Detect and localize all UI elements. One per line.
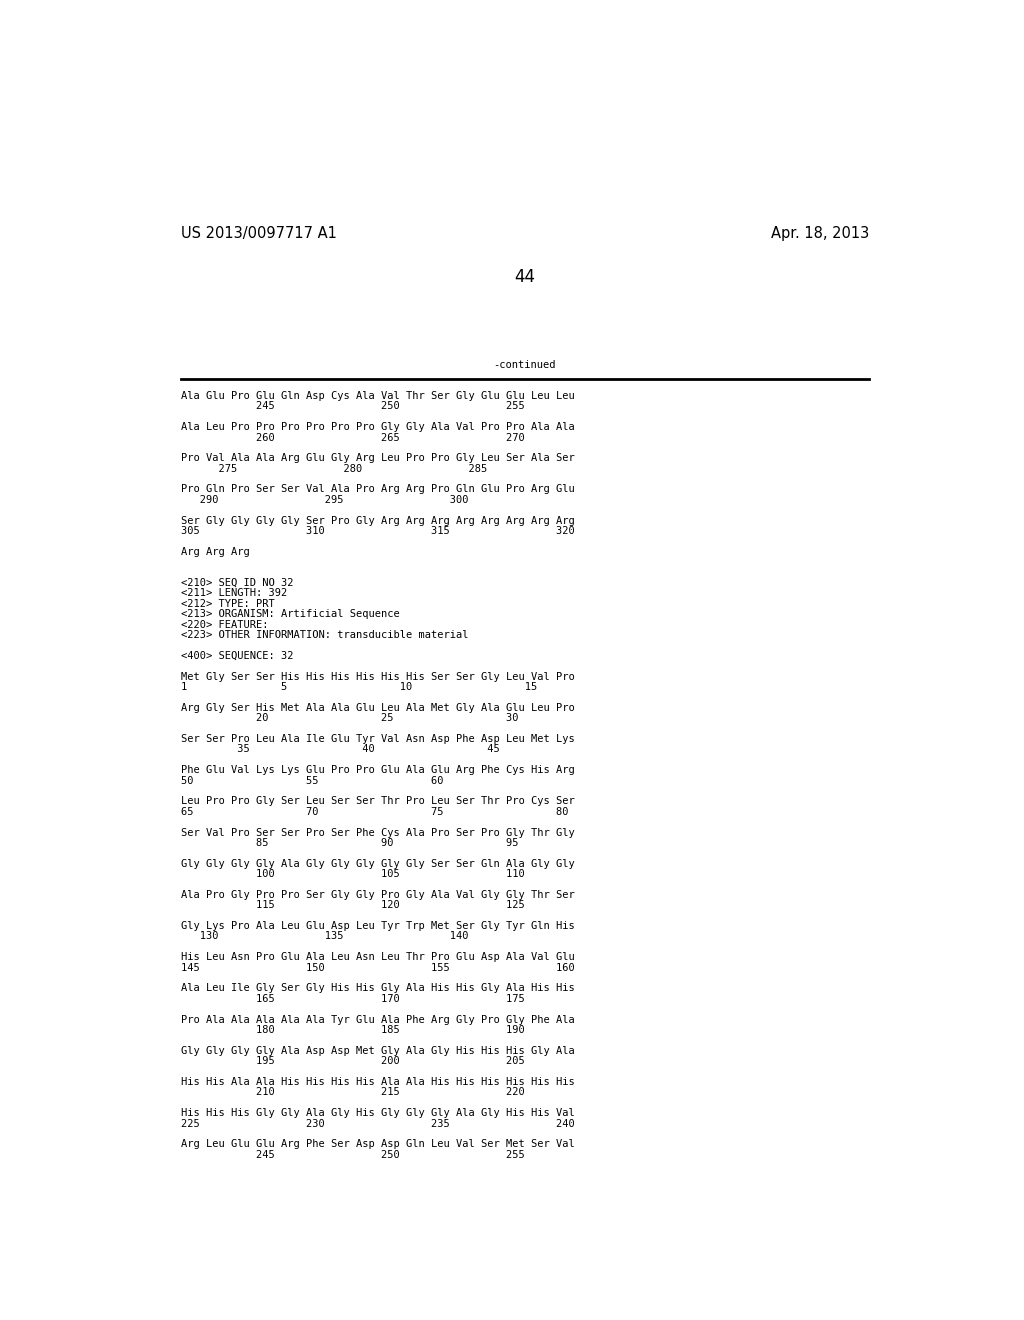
Text: Arg Gly Ser His Met Ala Ala Glu Leu Ala Met Gly Ala Glu Leu Pro: Arg Gly Ser His Met Ala Ala Glu Leu Ala … (180, 702, 574, 713)
Text: US 2013/0097717 A1: US 2013/0097717 A1 (180, 226, 337, 242)
Text: Apr. 18, 2013: Apr. 18, 2013 (771, 226, 869, 242)
Text: 85                  90                  95: 85 90 95 (180, 838, 518, 847)
Text: Gly Gly Gly Gly Ala Gly Gly Gly Gly Gly Ser Ser Gln Ala Gly Gly: Gly Gly Gly Gly Ala Gly Gly Gly Gly Gly … (180, 859, 574, 869)
Text: Gly Gly Gly Gly Ala Asp Asp Met Gly Ala Gly His His His Gly Ala: Gly Gly Gly Gly Ala Asp Asp Met Gly Ala … (180, 1045, 574, 1056)
Text: Ala Glu Pro Glu Gln Asp Cys Ala Val Thr Ser Gly Glu Glu Leu Leu: Ala Glu Pro Glu Gln Asp Cys Ala Val Thr … (180, 391, 574, 401)
Text: 115                 120                 125: 115 120 125 (180, 900, 524, 911)
Text: 195                 200                 205: 195 200 205 (180, 1056, 524, 1067)
Text: Pro Gln Pro Ser Ser Val Ala Pro Arg Arg Pro Gln Glu Pro Arg Glu: Pro Gln Pro Ser Ser Val Ala Pro Arg Arg … (180, 484, 574, 495)
Text: 305                 310                 315                 320: 305 310 315 320 (180, 527, 574, 536)
Text: 245                 250                 255: 245 250 255 (180, 1150, 524, 1160)
Text: 165                 170                 175: 165 170 175 (180, 994, 524, 1003)
Text: <213> ORGANISM: Artificial Sequence: <213> ORGANISM: Artificial Sequence (180, 610, 399, 619)
Text: 245                 250                 255: 245 250 255 (180, 401, 524, 412)
Text: Phe Glu Val Lys Lys Glu Pro Pro Glu Ala Glu Arg Phe Cys His Arg: Phe Glu Val Lys Lys Glu Pro Pro Glu Ala … (180, 766, 574, 775)
Text: 180                 185                 190: 180 185 190 (180, 1026, 524, 1035)
Text: 145                 150                 155                 160: 145 150 155 160 (180, 962, 574, 973)
Text: <223> OTHER INFORMATION: transducible material: <223> OTHER INFORMATION: transducible ma… (180, 630, 468, 640)
Text: His Leu Asn Pro Glu Ala Leu Asn Leu Thr Pro Glu Asp Ala Val Glu: His Leu Asn Pro Glu Ala Leu Asn Leu Thr … (180, 952, 574, 962)
Text: Pro Val Ala Ala Arg Glu Gly Arg Leu Pro Pro Gly Leu Ser Ala Ser: Pro Val Ala Ala Arg Glu Gly Arg Leu Pro … (180, 453, 574, 463)
Text: 210                 215                 220: 210 215 220 (180, 1088, 524, 1097)
Text: Gly Lys Pro Ala Leu Glu Asp Leu Tyr Trp Met Ser Gly Tyr Gln His: Gly Lys Pro Ala Leu Glu Asp Leu Tyr Trp … (180, 921, 574, 931)
Text: 100                 105                 110: 100 105 110 (180, 869, 524, 879)
Text: Ala Pro Gly Pro Pro Ser Gly Gly Pro Gly Ala Val Gly Gly Thr Ser: Ala Pro Gly Pro Pro Ser Gly Gly Pro Gly … (180, 890, 574, 900)
Text: -continued: -continued (494, 360, 556, 370)
Text: 225                 230                 235                 240: 225 230 235 240 (180, 1118, 574, 1129)
Text: 35                  40                  45: 35 40 45 (180, 744, 500, 754)
Text: Arg Arg Arg: Arg Arg Arg (180, 546, 250, 557)
Text: 130                 135                 140: 130 135 140 (180, 932, 468, 941)
Text: 260                 265                 270: 260 265 270 (180, 433, 524, 442)
Text: <210> SEQ ID NO 32: <210> SEQ ID NO 32 (180, 578, 293, 587)
Text: 275                 280                 285: 275 280 285 (180, 463, 487, 474)
Text: 1               5                  10                  15: 1 5 10 15 (180, 682, 537, 692)
Text: Arg Leu Glu Glu Arg Phe Ser Asp Asp Gln Leu Val Ser Met Ser Val: Arg Leu Glu Glu Arg Phe Ser Asp Asp Gln … (180, 1139, 574, 1150)
Text: <211> LENGTH: 392: <211> LENGTH: 392 (180, 589, 287, 598)
Text: 290                 295                 300: 290 295 300 (180, 495, 468, 504)
Text: 65                  70                  75                  80: 65 70 75 80 (180, 807, 568, 817)
Text: Ala Leu Ile Gly Ser Gly His His Gly Ala His His Gly Ala His His: Ala Leu Ile Gly Ser Gly His His Gly Ala … (180, 983, 574, 994)
Text: Met Gly Ser Ser His His His His His His Ser Ser Gly Leu Val Pro: Met Gly Ser Ser His His His His His His … (180, 672, 574, 681)
Text: Ser Ser Pro Leu Ala Ile Glu Tyr Val Asn Asp Phe Asp Leu Met Lys: Ser Ser Pro Leu Ala Ile Glu Tyr Val Asn … (180, 734, 574, 744)
Text: 44: 44 (514, 268, 536, 285)
Text: <220> FEATURE:: <220> FEATURE: (180, 619, 268, 630)
Text: His His His Gly Gly Ala Gly His Gly Gly Gly Ala Gly His His Val: His His His Gly Gly Ala Gly His Gly Gly … (180, 1109, 574, 1118)
Text: Leu Pro Pro Gly Ser Leu Ser Ser Thr Pro Leu Ser Thr Pro Cys Ser: Leu Pro Pro Gly Ser Leu Ser Ser Thr Pro … (180, 796, 574, 807)
Text: Ala Leu Pro Pro Pro Pro Pro Pro Gly Gly Ala Val Pro Pro Ala Ala: Ala Leu Pro Pro Pro Pro Pro Pro Gly Gly … (180, 422, 574, 432)
Text: <212> TYPE: PRT: <212> TYPE: PRT (180, 599, 274, 609)
Text: 20                  25                  30: 20 25 30 (180, 713, 518, 723)
Text: <400> SEQUENCE: 32: <400> SEQUENCE: 32 (180, 651, 293, 661)
Text: Ser Val Pro Ser Ser Pro Ser Phe Cys Ala Pro Ser Pro Gly Thr Gly: Ser Val Pro Ser Ser Pro Ser Phe Cys Ala … (180, 828, 574, 837)
Text: His His Ala Ala His His His His Ala Ala His His His His His His: His His Ala Ala His His His His Ala Ala … (180, 1077, 574, 1086)
Text: Pro Ala Ala Ala Ala Ala Tyr Glu Ala Phe Arg Gly Pro Gly Phe Ala: Pro Ala Ala Ala Ala Ala Tyr Glu Ala Phe … (180, 1015, 574, 1024)
Text: 50                  55                  60: 50 55 60 (180, 776, 443, 785)
Text: Ser Gly Gly Gly Gly Ser Pro Gly Arg Arg Arg Arg Arg Arg Arg Arg: Ser Gly Gly Gly Gly Ser Pro Gly Arg Arg … (180, 516, 574, 525)
